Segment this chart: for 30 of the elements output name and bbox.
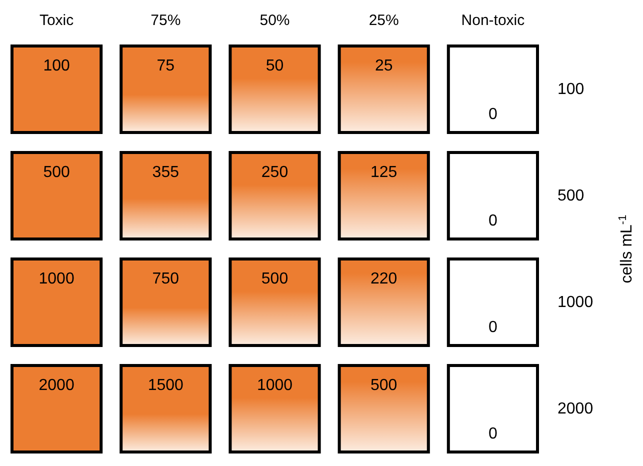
- x-tick-label: 50%: [260, 12, 290, 29]
- x-tick-label: 25%: [368, 12, 399, 29]
- data-label: 500: [370, 377, 398, 394]
- y-tick-label: 2000: [558, 400, 594, 418]
- data-label: 100: [43, 58, 70, 74]
- data-label: 2000: [38, 377, 74, 394]
- data-label: 220: [370, 270, 398, 288]
- data-label: 1000: [256, 377, 293, 394]
- data-label: 1000: [38, 270, 74, 288]
- data-label: 250: [261, 164, 288, 181]
- data-label: 750: [152, 270, 180, 288]
- y-axis-title: cells mL-1: [617, 214, 636, 284]
- data-label: 50: [266, 58, 284, 74]
- data-label: 0: [488, 106, 498, 123]
- data-label: 355: [152, 164, 180, 181]
- data-label: 0: [488, 319, 498, 336]
- x-tick-label: 75%: [150, 12, 181, 29]
- data-label: 1500: [148, 377, 184, 394]
- data-label: 500: [261, 270, 288, 288]
- data-label: 0: [488, 426, 498, 442]
- x-tick-label: Toxic: [39, 12, 74, 29]
- x-tick-label: Non-toxic: [461, 12, 526, 29]
- data-label: 500: [43, 164, 70, 181]
- y-tick-label: 500: [558, 187, 584, 204]
- data-label: 25: [374, 58, 393, 74]
- y-tick-label: 100: [558, 80, 584, 98]
- data-label: 75: [156, 58, 175, 74]
- data-label: 0: [488, 212, 498, 230]
- data-label: 125: [370, 164, 398, 181]
- y-tick-label: 1000: [558, 294, 594, 311]
